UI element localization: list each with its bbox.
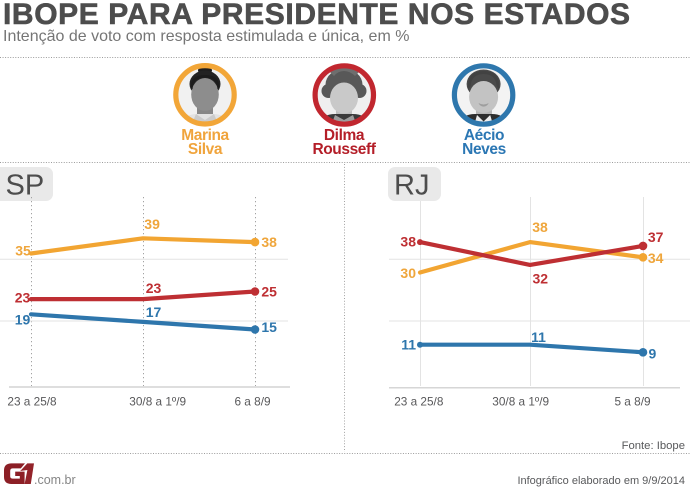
svg-text:32: 32	[533, 270, 549, 286]
svg-text:15: 15	[261, 319, 277, 335]
svg-text:38: 38	[532, 219, 548, 235]
svg-text:30: 30	[400, 265, 416, 281]
svg-text:5 a 8/9: 5 a 8/9	[614, 394, 650, 408]
svg-text:SP: SP	[6, 170, 45, 202]
svg-text:39: 39	[144, 216, 160, 232]
svg-text:35: 35	[15, 243, 31, 259]
svg-text:23: 23	[15, 290, 31, 306]
svg-text:38: 38	[261, 234, 277, 250]
svg-text:11: 11	[531, 329, 546, 345]
svg-text:11: 11	[401, 337, 416, 353]
svg-text:RJ: RJ	[394, 170, 429, 202]
svg-text:23 a 25/8: 23 a 25/8	[7, 394, 57, 408]
svg-text:30/8 a 1º/9: 30/8 a 1º/9	[492, 394, 549, 408]
svg-text:30/8 a 1º/9: 30/8 a 1º/9	[129, 394, 186, 408]
svg-text:23 a 25/8: 23 a 25/8	[394, 394, 444, 408]
svg-text:17: 17	[146, 304, 162, 320]
svg-text:9: 9	[649, 345, 657, 361]
svg-text:19: 19	[15, 311, 31, 327]
svg-text:25: 25	[261, 284, 277, 300]
svg-text:37: 37	[648, 229, 664, 245]
svg-text:23: 23	[146, 280, 162, 296]
svg-text:6 a 8/9: 6 a 8/9	[234, 394, 270, 408]
svg-text:34: 34	[648, 250, 664, 266]
svg-text:38: 38	[400, 234, 416, 250]
